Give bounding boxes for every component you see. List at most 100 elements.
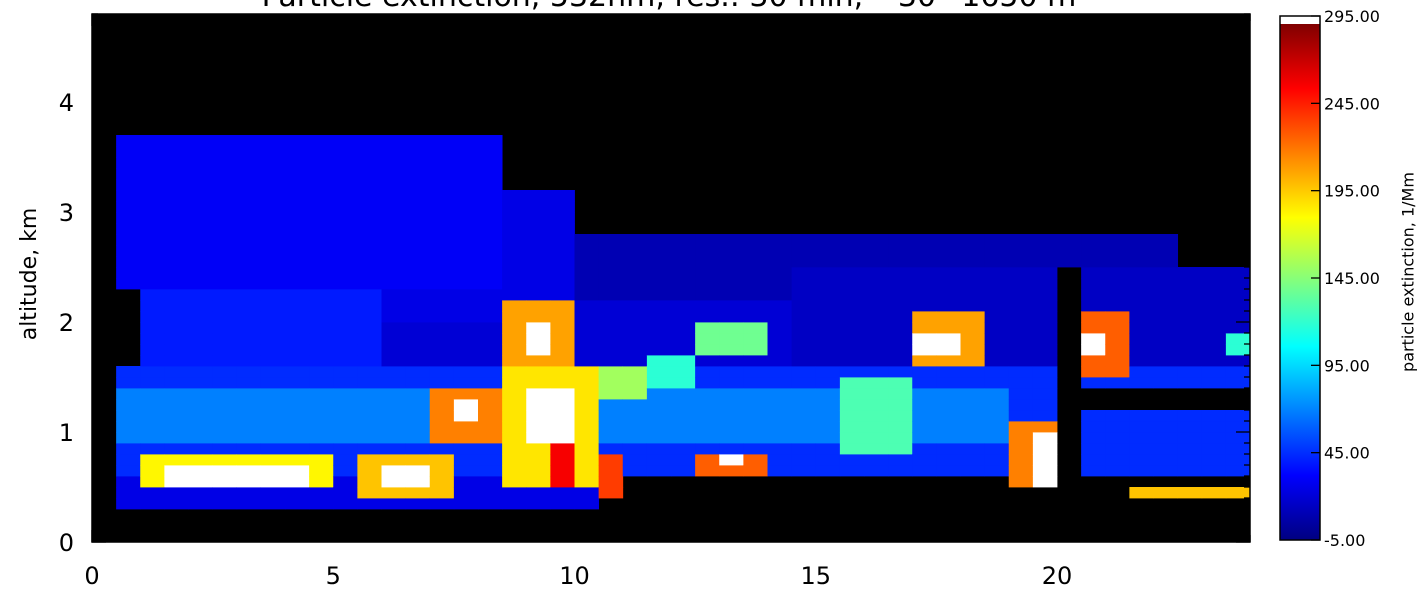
heatmap-cell [864, 432, 889, 444]
heatmap-cell [285, 465, 310, 477]
heatmap-cell [502, 344, 527, 356]
heatmap-cell [333, 267, 358, 279]
heatmap-cell [719, 256, 744, 268]
heatmap-cell [188, 190, 214, 202]
heatmap-cell [671, 234, 696, 246]
heatmap-cell [888, 443, 913, 455]
heatmap-cell [357, 300, 382, 312]
heatmap-cell [357, 465, 382, 477]
heatmap-cell [381, 344, 407, 356]
heatmap-cell [429, 311, 455, 323]
heatmap-cell [164, 256, 189, 268]
heatmap-cell [285, 289, 310, 301]
heatmap-cell [622, 344, 648, 356]
heatmap-cell [936, 454, 961, 466]
heatmap-cell [260, 487, 286, 499]
heatmap-cell [429, 135, 455, 147]
heatmap-cell [1129, 366, 1154, 378]
heatmap-cell [646, 399, 672, 411]
heatmap-cell [1129, 421, 1154, 433]
heatmap-cell [502, 410, 527, 422]
heatmap-cell [984, 322, 1010, 334]
heatmap-cell [429, 146, 455, 158]
heatmap-cell [1032, 366, 1058, 378]
heatmap-cell [309, 498, 334, 510]
heatmap-cell [212, 234, 238, 246]
heatmap-cell [212, 190, 238, 202]
heatmap-cell [719, 377, 744, 389]
heatmap-cell [622, 234, 648, 246]
heatmap-cell [453, 454, 479, 466]
heatmap-cell [333, 333, 358, 345]
heatmap-cell [236, 443, 262, 455]
heatmap-cell [333, 366, 358, 378]
heatmap-cell [116, 212, 141, 224]
heatmap-cell [1225, 289, 1251, 301]
heatmap-cell [791, 421, 817, 433]
heatmap-cell [1153, 377, 1179, 389]
heatmap-cell [453, 344, 479, 356]
heatmap-cell [1153, 344, 1179, 356]
heatmap-cell [622, 432, 648, 444]
heatmap-cell [188, 168, 214, 180]
heatmap-cell [1008, 410, 1034, 422]
heatmap-cell [236, 201, 262, 213]
heatmap-cell [550, 421, 575, 433]
heatmap-cell [912, 322, 937, 334]
heatmap-cell [984, 454, 1010, 466]
heatmap-cell [502, 498, 527, 510]
heatmap-cell [767, 410, 793, 422]
heatmap-cell [960, 267, 986, 279]
heatmap-cell [429, 190, 455, 202]
heatmap-cell [864, 399, 889, 411]
heatmap-cell [1032, 256, 1058, 268]
heatmap-cell [140, 278, 165, 290]
x-tick-label: 10 [559, 562, 590, 590]
heatmap-cell [695, 333, 720, 345]
heatmap-cell [260, 454, 286, 466]
heatmap-cell [646, 311, 672, 323]
heatmap-cell [574, 278, 600, 290]
heatmap-cell [453, 487, 479, 499]
heatmap-cell [333, 399, 358, 411]
heatmap-cell [236, 179, 262, 191]
heatmap-cell [671, 256, 696, 268]
heatmap-cell [646, 289, 672, 301]
heatmap-cell [405, 465, 431, 477]
heatmap-cell [864, 300, 889, 312]
heatmap-cell [1081, 377, 1106, 389]
heatmap-cell [526, 190, 551, 202]
heatmap-cell [791, 388, 817, 400]
heatmap-cell [767, 289, 793, 301]
heatmap-cell [622, 366, 648, 378]
heatmap-cell [405, 322, 431, 334]
heatmap-cell [285, 366, 310, 378]
heatmap-cell [116, 223, 141, 235]
heatmap-cell [1177, 410, 1203, 422]
heatmap-cell [140, 333, 165, 345]
heatmap-cell [188, 300, 214, 312]
heatmap-cell [646, 421, 672, 433]
heatmap-cell [550, 190, 575, 202]
heatmap-cell [381, 377, 407, 389]
heatmap-cell [381, 146, 407, 158]
heatmap-cell [405, 487, 431, 499]
heatmap-cell [743, 289, 768, 301]
heatmap-cell [912, 421, 937, 433]
heatmap-cell [357, 223, 382, 235]
heatmap-cell [912, 465, 937, 477]
heatmap-cell [815, 256, 841, 268]
heatmap-cell [1032, 245, 1058, 257]
heatmap-cell [743, 300, 768, 312]
heatmap-cell [864, 245, 889, 257]
heatmap-cell [550, 267, 575, 279]
heatmap-cell [598, 333, 624, 345]
heatmap-cell [1201, 366, 1227, 378]
heatmap-cell [381, 443, 407, 455]
heatmap-cell [791, 333, 817, 345]
heatmap-cell [236, 289, 262, 301]
heatmap-cell [260, 366, 286, 378]
heatmap-cell [912, 245, 937, 257]
heatmap-cell [526, 432, 551, 444]
heatmap-cell [888, 267, 913, 279]
